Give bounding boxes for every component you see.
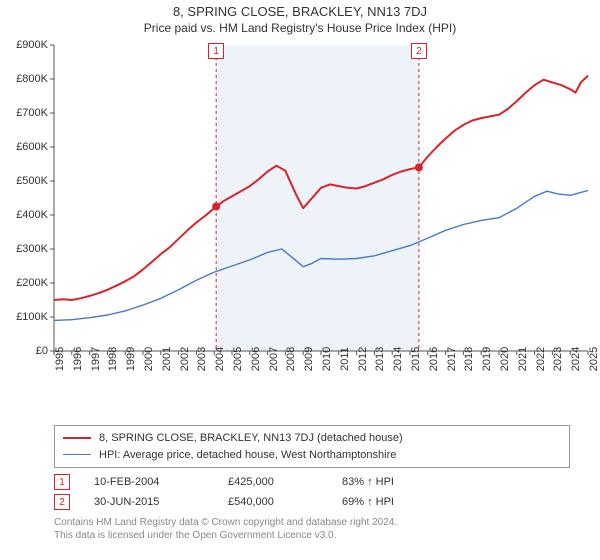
- x-tick-label: 2004: [214, 347, 226, 371]
- y-tick-label: £500K: [0, 175, 48, 187]
- x-tick-label: 2019: [481, 347, 493, 371]
- x-tick-label: 2013: [374, 347, 386, 371]
- x-tick-label: 1995: [54, 347, 66, 371]
- x-tick-label: 2017: [446, 347, 458, 371]
- x-tick-label: 2005: [232, 347, 244, 371]
- legend-label: 8, SPRING CLOSE, BRACKLEY, NN13 7DJ (det…: [99, 430, 403, 447]
- y-tick-label: £0: [0, 345, 48, 357]
- y-tick-label: £700K: [0, 107, 48, 119]
- x-tick-label: 2003: [196, 347, 208, 371]
- sale-date: 10-FEB-2004: [94, 476, 204, 488]
- x-tick-label: 1999: [125, 347, 137, 371]
- y-tick-label: £800K: [0, 73, 48, 85]
- sale-vs-hpi: 69% ↑ HPI: [342, 496, 394, 508]
- footer-attribution: Contains HM Land Registry data © Crown c…: [54, 516, 570, 542]
- price-chart: £0 £100K £200K £300K £400K £500K £600K £700K £80…: [0, 39, 600, 419]
- x-tick-label: 2016: [428, 347, 440, 371]
- x-tick-label: 2008: [285, 347, 297, 371]
- x-tick-label: 2009: [303, 347, 315, 371]
- sales-table: 1 10-FEB-2004 £425,000 83% ↑ HPI 2 30-JUN-201…: [54, 472, 570, 512]
- legend: 8, SPRING CLOSE, BRACKLEY, NN13 7DJ (det…: [54, 425, 570, 468]
- y-tick-label: £200K: [0, 277, 48, 289]
- x-tick-label: 1998: [107, 347, 119, 371]
- legend-item: HPI: Average price, detached house, West…: [63, 447, 561, 464]
- x-tick-label: 1997: [90, 347, 102, 371]
- y-tick-label: £300K: [0, 243, 48, 255]
- x-tick-label: 2002: [179, 347, 191, 371]
- sale-marker-2: 2: [411, 43, 427, 59]
- sale-marker-1: 1: [208, 43, 224, 59]
- x-tick-label: 2025: [588, 347, 600, 371]
- sale-price: £425,000: [228, 476, 318, 488]
- y-tick-label: £600K: [0, 141, 48, 153]
- y-tick-label: £900K: [0, 39, 48, 51]
- x-tick-label: 2007: [268, 347, 280, 371]
- footer-line1: Contains HM Land Registry data © Crown c…: [54, 516, 570, 529]
- title-address: 8, SPRING CLOSE, BRACKLEY, NN13 7DJ: [0, 0, 600, 19]
- x-tick-label: 2018: [463, 347, 475, 371]
- sale-date: 30-JUN-2015: [94, 496, 204, 508]
- x-tick-label: 2014: [392, 347, 404, 371]
- x-tick-label: 2011: [339, 347, 351, 371]
- sale-vs-hpi: 83% ↑ HPI: [342, 476, 394, 488]
- x-tick-label: 2021: [517, 347, 529, 371]
- y-tick-label: £400K: [0, 209, 48, 221]
- legend-swatch: [63, 454, 91, 455]
- x-tick-label: 2010: [321, 347, 333, 371]
- x-tick-label: 2012: [357, 347, 369, 371]
- x-tick-label: 2023: [552, 347, 564, 371]
- x-tick-label: 2015: [410, 347, 422, 371]
- x-tick-label: 1996: [72, 347, 84, 371]
- x-tick-label: 2024: [570, 347, 582, 371]
- x-tick-label: 2022: [535, 347, 547, 371]
- legend-label: HPI: Average price, detached house, West…: [99, 447, 396, 464]
- root: 8, SPRING CLOSE, BRACKLEY, NN13 7DJ Pric…: [0, 0, 600, 560]
- sale-price: £540,000: [228, 496, 318, 508]
- y-tick-label: £100K: [0, 311, 48, 323]
- sale-row: 2 30-JUN-2015 £540,000 69% ↑ HPI: [54, 492, 570, 512]
- x-tick-label: 2006: [250, 347, 262, 371]
- sale-marker-icon: 1: [54, 474, 70, 490]
- x-tick-label: 2020: [499, 347, 511, 371]
- legend-swatch: [63, 437, 91, 439]
- legend-item: 8, SPRING CLOSE, BRACKLEY, NN13 7DJ (det…: [63, 430, 561, 447]
- title-subtitle: Price paid vs. HM Land Registry's House …: [0, 19, 600, 39]
- x-tick-label: 2000: [143, 347, 155, 371]
- sale-marker-icon: 2: [54, 494, 70, 510]
- sale-row: 1 10-FEB-2004 £425,000 83% ↑ HPI: [54, 472, 570, 492]
- footer-line2: This data is licensed under the Open Gov…: [54, 529, 570, 542]
- x-tick-label: 2001: [161, 347, 173, 371]
